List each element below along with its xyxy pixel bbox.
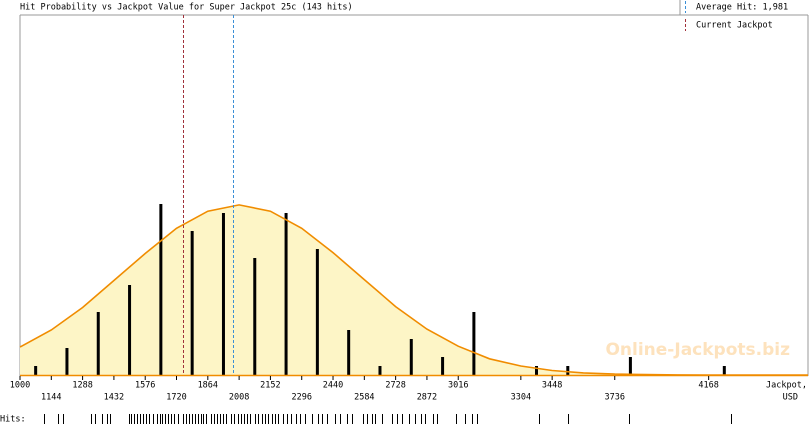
x-tick-label: 1144: [41, 393, 61, 403]
bar: [347, 330, 351, 375]
x-tick-label: 2440: [323, 381, 343, 391]
x-tick-label: 4168: [698, 381, 718, 391]
x-tick-label: 1000: [10, 381, 30, 391]
x-tick-label: 1576: [135, 381, 155, 391]
bar: [221, 213, 225, 375]
chart-title: Hit Probability vs Jackpot Value for Sup…: [20, 3, 353, 13]
legend-label: Current Jackpot: [696, 21, 773, 31]
x-tick-label: 1288: [72, 381, 92, 391]
x-tick-label: 3736: [605, 393, 625, 403]
x-tick-label: 2584: [354, 393, 374, 403]
x-tick-label: 2872: [417, 393, 437, 403]
bar: [159, 204, 163, 375]
x-tick-label: 1864: [198, 381, 218, 391]
bar: [722, 366, 726, 375]
bar: [378, 366, 382, 375]
bar: [65, 348, 69, 375]
hits-label: Hits:: [0, 415, 26, 425]
legend-label: Average Hit: 1,981: [696, 3, 788, 13]
x-tick-label: 2008: [229, 393, 249, 403]
bar: [34, 366, 38, 375]
bar: [128, 285, 132, 375]
bar: [441, 357, 445, 375]
bar: [253, 258, 257, 375]
x-tick-label: 2296: [291, 393, 311, 403]
bar: [534, 366, 538, 375]
watermark: Online-Jackpots.biz: [605, 340, 790, 360]
x-tick-label: 3304: [511, 393, 531, 403]
bar: [190, 231, 194, 375]
bar: [96, 312, 100, 375]
x-tick-label: 3016: [448, 381, 468, 391]
bar: [566, 366, 570, 375]
x-tick-label: 1432: [104, 393, 124, 403]
bar: [315, 249, 319, 375]
bar: [409, 339, 413, 375]
curve-area: [20, 204, 808, 375]
x-tick-label: 3448: [542, 381, 562, 391]
x-axis-label: USD: [783, 393, 798, 403]
bar: [628, 357, 632, 375]
x-tick-label: 2152: [260, 381, 280, 391]
x-tick-label: 2728: [385, 381, 405, 391]
x-axis-label: Jackpot,: [766, 381, 807, 391]
x-tick-label: 1720: [166, 393, 186, 403]
bar: [284, 213, 288, 375]
bar: [472, 312, 476, 375]
